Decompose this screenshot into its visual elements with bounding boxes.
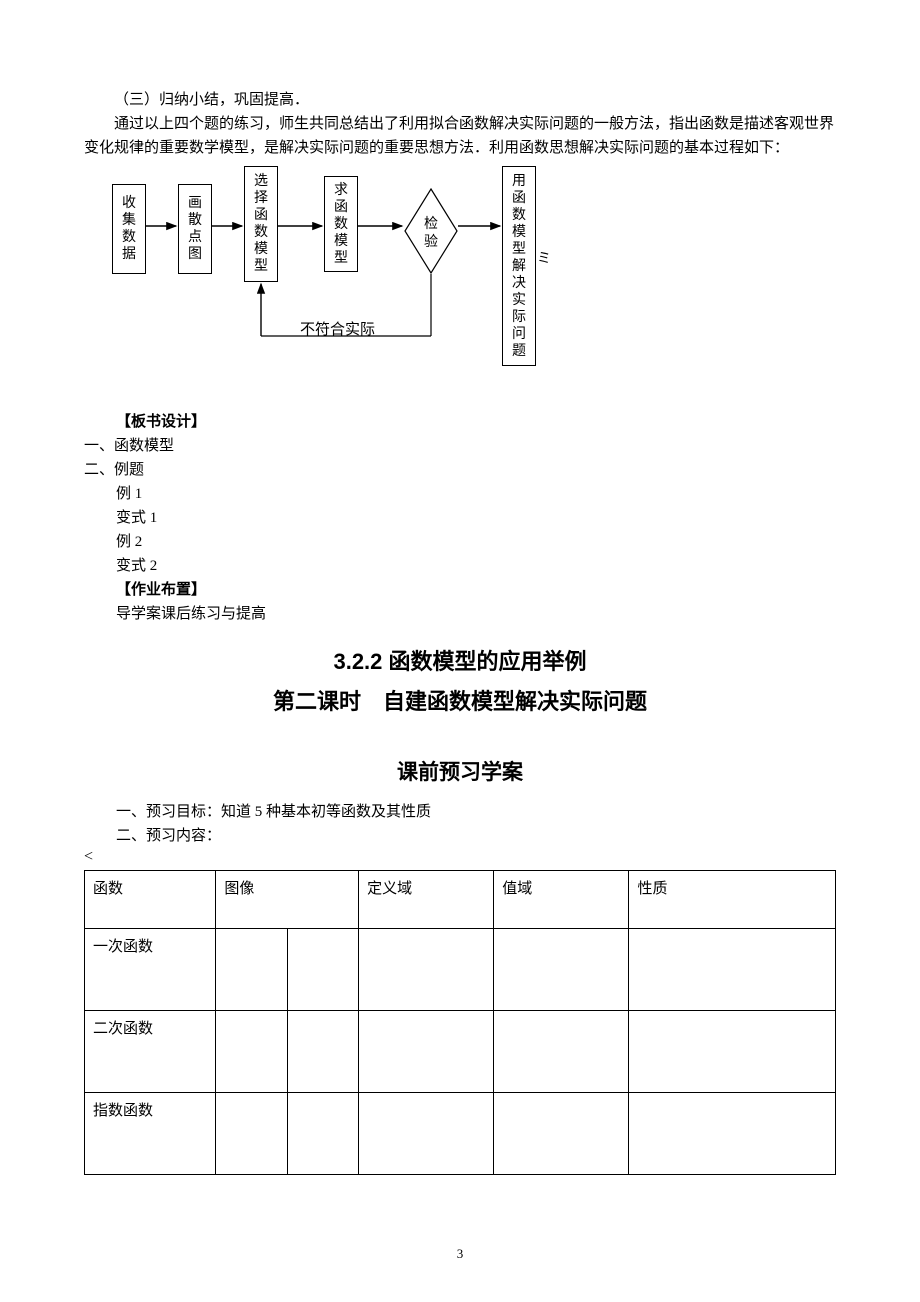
flowchart-arrows <box>112 166 562 386</box>
homework-text: 导学案课后练习与提高 <box>84 602 836 626</box>
table-header-property: 性质 <box>629 871 836 929</box>
table-header-image: 图像 <box>216 871 359 929</box>
board-sub-1: 例 1 <box>84 482 836 506</box>
page-number: 3 <box>0 1246 920 1262</box>
table-header-row: 函数 图像 定义域 值域 性质 <box>85 871 836 929</box>
title-main: 3.2.2 函数模型的应用举例 <box>84 644 836 676</box>
table-cell-linear: 一次函数 <box>85 929 216 1011</box>
table-header-function: 函数 <box>85 871 216 929</box>
title-section: 课前预习学案 <box>84 756 836 786</box>
title-sub: 第二课时 自建函数模型解决实际问题 <box>84 684 836 716</box>
page-content: （三）归纳小结，巩固提高． 通过以上四个题的练习，师生共同总结出了利用拟合函数解… <box>84 88 836 1175</box>
preview-goal: 一、预习目标：知道 5 种基本初等函数及其性质 <box>84 800 836 824</box>
board-item-2: 二、例题 <box>84 458 836 482</box>
board-sub-4: 变式 2 <box>84 554 836 578</box>
table-row: 二次函数 <box>85 1011 836 1093</box>
table-row: 指数函数 <box>85 1093 836 1175</box>
table-cell-quadratic: 二次函数 <box>85 1011 216 1093</box>
preview-goal-text: 知道 5 种基本初等函数及其性质 <box>221 804 431 820</box>
table-row: 一次函数 <box>85 929 836 1011</box>
table-header-domain: 定义域 <box>359 871 494 929</box>
flowchart-stray-mark: ミ <box>537 248 551 268</box>
flowchart: 收集数据 画散点图 选择函数模型 求函数模型 检 验 用函数模型解决实际问题 <box>112 166 836 386</box>
preview-goal-label: 一、预习目标： <box>116 804 221 820</box>
section-3-paragraph: 通过以上四个题的练习，师生共同总结出了利用拟合函数解决实际问题的一般方法，指出函… <box>84 112 836 160</box>
function-table: 函数 图像 定义域 值域 性质 一次函数 二次函数 指数函数 <box>84 870 836 1175</box>
preview-content-label: 二、预习内容： <box>84 824 836 848</box>
table-header-range: 值域 <box>494 871 629 929</box>
flowchart-feedback-label: 不符合实际 <box>300 318 375 339</box>
homework-heading: 【作业布置】 <box>84 578 836 602</box>
table-cell-exponential: 指数函数 <box>85 1093 216 1175</box>
board-design-heading: 【板书设计】 <box>84 410 836 434</box>
board-item-1: 一、函数模型 <box>84 434 836 458</box>
board-sub-2: 变式 1 <box>84 506 836 530</box>
section-3-heading: （三）归纳小结，巩固提高． <box>84 88 836 112</box>
board-sub-3: 例 2 <box>84 530 836 554</box>
